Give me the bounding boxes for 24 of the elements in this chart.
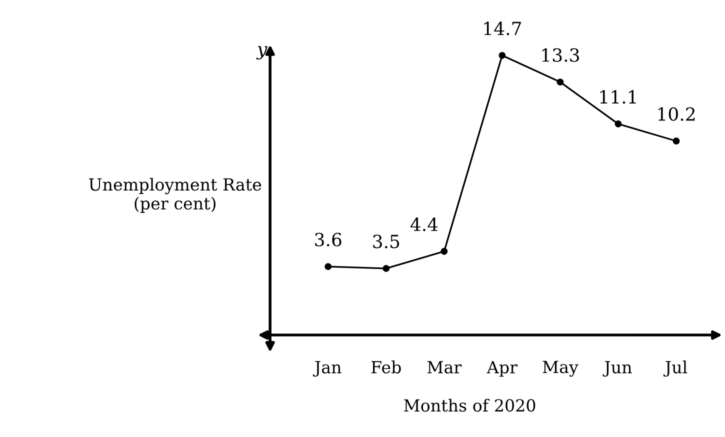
x-tick-label: May <box>542 360 578 377</box>
point <box>672 138 680 144</box>
x-tick-label: Mar <box>428 361 462 374</box>
x-tick-label: Jul <box>663 360 688 377</box>
data-label: 3.5 <box>373 234 400 248</box>
point <box>498 52 506 59</box>
data-label: 3.6 <box>315 232 342 246</box>
point <box>324 263 332 270</box>
data-label: 10.2 <box>658 107 695 121</box>
x-tick-label: Apr <box>486 361 518 377</box>
x-tick-label: Jun <box>602 361 632 377</box>
data-label: 14.7 <box>484 22 521 36</box>
data-label: 11.1 <box>600 90 636 104</box>
x-tick-label: Jan <box>313 361 342 377</box>
x-axis-title: Months of 2020 <box>404 398 536 412</box>
x-tick-label: Feb <box>371 360 401 374</box>
point <box>556 78 564 86</box>
y-axis-title: Unemployment Rate (per cent) <box>89 178 262 213</box>
data-label: 4.4 <box>410 218 438 232</box>
point <box>614 120 622 128</box>
data-label: 13.3 <box>542 48 579 62</box>
point <box>382 264 390 272</box>
point <box>440 248 448 255</box>
text: y <box>256 46 268 60</box>
